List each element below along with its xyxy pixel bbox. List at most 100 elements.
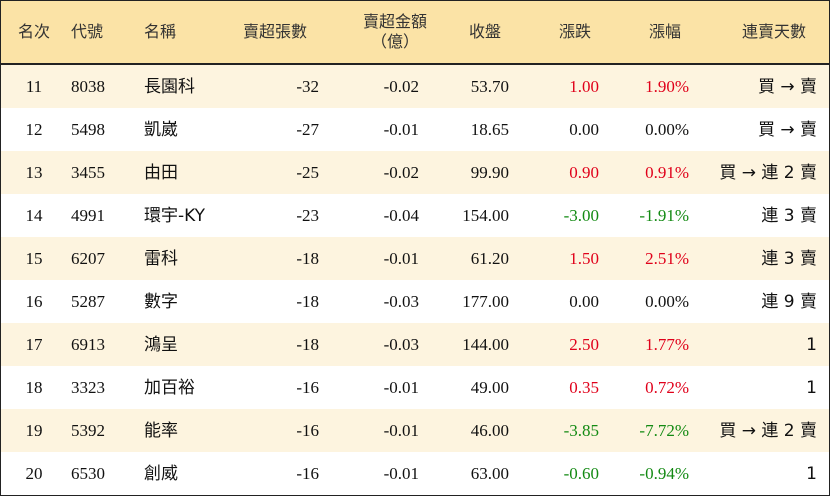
table-cell: 凱崴	[144, 119, 178, 140]
table-cell: 18	[25, 377, 43, 397]
header-cell: 連賣天數	[741, 22, 806, 41]
table-cell: 買 → 連 2 賣	[719, 162, 817, 183]
table-row: 15 6207 雷科 -18 -0.01 61.20 1.50 2.51% 連 3 賣	[1, 237, 829, 280]
table-cell: 144.00	[462, 334, 509, 354]
table-row: 11 8038 長園科 -32 -0.02 53.70 1.00 1.90% 買 → 賣	[1, 65, 829, 108]
table-cell: -16	[296, 420, 319, 440]
table-cell: 2.51%	[645, 248, 689, 268]
header-cell: 漲跌	[558, 22, 591, 41]
table-cell: -3.00	[563, 205, 599, 225]
table-cell: 數字	[144, 291, 178, 312]
table-cell: 5287	[71, 291, 105, 311]
table-cell: -0.01	[383, 248, 419, 268]
table-cell: -0.03	[383, 291, 419, 311]
table-cell: -3.85	[563, 420, 599, 440]
table-cell: -0.04	[383, 205, 419, 225]
table-cell: 1.00	[569, 76, 599, 96]
table-row: 17 6913 鴻呈 -18 -0.03 144.00 2.50 1.77% 1	[1, 323, 829, 366]
table-cell: 6207	[71, 248, 105, 268]
table-cell: 0.00	[569, 119, 599, 139]
table-cell: 0.00%	[645, 119, 689, 139]
table-cell: 買 → 賣	[757, 119, 817, 140]
table-cell: -16	[296, 377, 319, 397]
header-cell: 賣超張數	[242, 22, 307, 41]
table-cell: 18.65	[470, 119, 509, 139]
table-cell: 連 3 賣	[761, 248, 817, 269]
table-row: 12 5498 凱崴 -27 -0.01 18.65 0.00 0.00% 買 → 賣	[1, 108, 829, 151]
table-cell: 15	[25, 248, 43, 268]
table-cell: 1.50	[569, 248, 599, 268]
table-cell: 13	[25, 162, 43, 182]
table-cell: 12	[25, 119, 43, 139]
table-cell: -0.01	[383, 463, 419, 483]
table-cell: -0.60	[563, 463, 599, 483]
table-cell: 1.90%	[645, 76, 689, 96]
table-cell: 61.20	[470, 248, 509, 268]
header-cell: 漲幅	[648, 22, 681, 41]
table-cell: 17	[25, 334, 43, 354]
table-cell: 加百裕	[144, 377, 195, 398]
table-cell: 買 → 賣	[757, 76, 817, 97]
table-cell: 4991	[71, 205, 105, 225]
table-cell: 1	[806, 334, 817, 355]
table-cell: 5392	[71, 420, 105, 440]
table-cell: 0.72%	[645, 377, 689, 397]
table-cell: 53.70	[470, 76, 509, 96]
table-cell: 6530	[71, 463, 105, 483]
table-cell: 由田	[144, 162, 178, 183]
table-cell: 環宇-KY	[144, 205, 206, 226]
table-cell: 2.50	[569, 334, 599, 354]
table-cell: 0.00	[569, 291, 599, 311]
table-cell: 0.90	[569, 162, 599, 182]
table-cell: -1.91%	[639, 205, 689, 225]
table-row: 19 5392 能率 -16 -0.01 46.00 -3.85 -7.72% 買 → 連 2 …	[1, 409, 829, 452]
table-row: 18 3323 加百裕 -16 -0.01 49.00 0.35 0.72% 1	[1, 366, 829, 409]
header-cell: 代號	[71, 22, 104, 41]
table-cell: -18	[296, 334, 319, 354]
table-cell: 14	[25, 205, 43, 225]
table-cell: -25	[296, 162, 319, 182]
table-cell: -16	[296, 463, 319, 483]
table-cell: 0.35	[569, 377, 599, 397]
table-cell: 連 3 賣	[761, 205, 817, 226]
table-cell: -27	[296, 119, 319, 139]
table-row: 20 6530 創威 -16 -0.01 63.00 -0.60 -0.94% 1	[1, 452, 829, 495]
header-row: 名次 代號 名稱 賣超張數 賣超金額 （億） 收盤 漲跌 漲幅 連賣天數	[1, 1, 829, 65]
table-cell: -0.02	[383, 76, 419, 96]
table-cell: 長園科	[144, 76, 195, 97]
table-cell: 能率	[144, 420, 178, 441]
table-cell: -18	[296, 248, 319, 268]
table-cell: 99.90	[470, 162, 509, 182]
header-cell: 名次	[17, 22, 50, 41]
table-cell: 8038	[71, 76, 105, 96]
table-cell: 連 9 賣	[761, 291, 817, 312]
table-cell: 20	[25, 463, 43, 483]
table-cell: -23	[296, 205, 319, 225]
header-cell: 賣超金額 （億）	[362, 12, 427, 51]
table-cell: 46.00	[470, 420, 509, 440]
table-cell: 154.00	[462, 205, 509, 225]
table-cell: 1	[806, 463, 817, 484]
table-cell: -0.01	[383, 377, 419, 397]
table-cell: 49.00	[470, 377, 509, 397]
table-cell: 19	[25, 420, 43, 440]
table-cell: 11	[25, 76, 43, 96]
header-cell: 收盤	[468, 22, 501, 41]
table-cell: 177.00	[462, 291, 509, 311]
table-cell: 1.77%	[645, 334, 689, 354]
table-cell: 買 → 連 2 賣	[719, 420, 817, 441]
table-cell: -0.03	[383, 334, 419, 354]
header-cell: 名稱	[144, 22, 177, 41]
table-cell: 63.00	[470, 463, 509, 483]
table-cell: -0.94%	[639, 463, 689, 483]
table-cell: 0.00%	[645, 291, 689, 311]
table-cell: 1	[806, 377, 817, 398]
table-cell: -0.01	[383, 420, 419, 440]
table-cell: -0.01	[383, 119, 419, 139]
table-cell: 雷科	[144, 248, 178, 269]
table-cell: 16	[25, 291, 43, 311]
table-cell: 6913	[71, 334, 105, 354]
table-cell: 0.91%	[645, 162, 689, 182]
table-row: 16 5287 數字 -18 -0.03 177.00 0.00 0.00% 連 9 賣	[1, 280, 829, 323]
